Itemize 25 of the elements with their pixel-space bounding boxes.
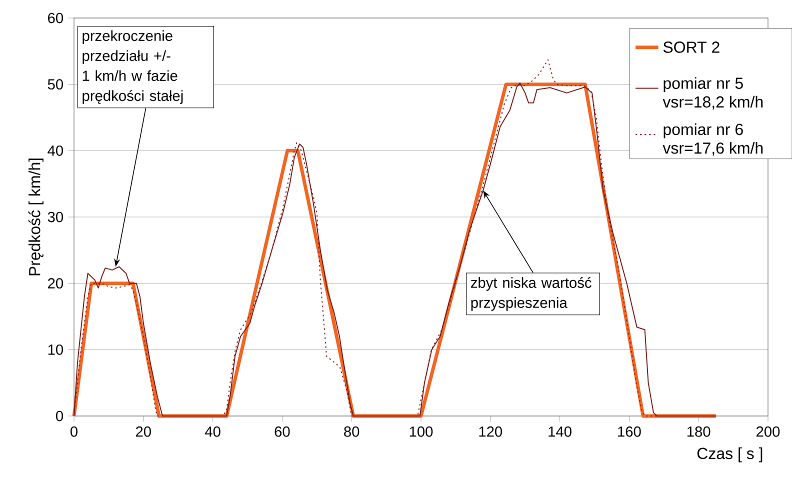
x-tick-label: 120 (479, 426, 502, 437)
legend-label: pomiar nr 6 vsr=17,6 km/h (662, 123, 763, 156)
y-tick-label: 60 (48, 12, 64, 24)
y-tick-label: 20 (48, 278, 64, 289)
y-tick-label: 40 (48, 145, 64, 156)
y-tick-label: 10 (48, 344, 64, 355)
x-tick-label: 200 (756, 426, 780, 437)
x-tick-label: 140 (548, 426, 572, 437)
x-axis-title: Czas [ s ] (697, 447, 762, 462)
y-tick-label: 0 (56, 410, 64, 422)
x-tick-label: 100 (410, 426, 433, 437)
x-tick-label: 40 (204, 426, 220, 437)
x-tick-label: 180 (687, 426, 710, 437)
annotation: zbyt niska wartość przyspieszenia (470, 276, 592, 311)
y-axis-title: Prędkość [ km/h] (28, 158, 44, 276)
x-tick-label: 60 (274, 426, 290, 437)
annotation: przekroczenie przedziału +/- 1 km/h w fazie prędkości stałej (82, 30, 183, 104)
y-tick-label: 30 (48, 212, 64, 222)
legend-label: SORT 2 (663, 42, 720, 53)
legend-label: pomiar nr 5 vsr=18,2 km/h (662, 77, 763, 110)
x-tick-label: 20 (136, 426, 151, 437)
x-tick-label: 160 (618, 426, 641, 437)
x-tick-label: 80 (344, 426, 360, 437)
x-tick-label: 0 (70, 426, 78, 437)
y-tick-label: 50 (48, 79, 64, 90)
